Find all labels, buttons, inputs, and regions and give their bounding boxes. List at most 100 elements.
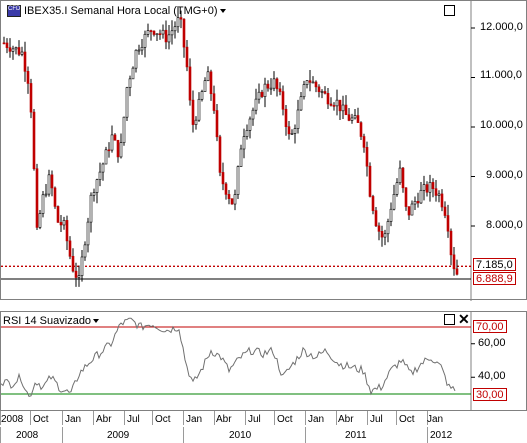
candle-body (8, 47, 12, 52)
candle-body (323, 91, 327, 94)
restore-button[interactable] (444, 5, 455, 16)
candle-body (350, 117, 354, 121)
candle-body (38, 213, 42, 228)
candle-body (185, 46, 189, 68)
close-icon[interactable]: ✕ (458, 311, 470, 327)
candle-body (122, 116, 126, 144)
candle-body (440, 193, 444, 208)
candle-body (245, 130, 249, 137)
candle-body (254, 98, 258, 111)
candle-body (425, 184, 429, 193)
candle-body (308, 80, 312, 83)
candle-body (272, 78, 276, 89)
candle-body (194, 119, 198, 125)
candle-body (155, 33, 159, 36)
rsi-title-bar[interactable]: RSI 14 Suavizado (3, 314, 100, 328)
candle-body (134, 49, 138, 69)
candle-body (74, 270, 78, 278)
chart-title-bar[interactable]: CFD IBEX35.I Semanal Hora Local (TMG+0) (7, 4, 226, 18)
year-label: 2009 (107, 430, 130, 441)
rsi-title[interactable]: RSI 14 Suavizado (3, 315, 92, 327)
candle-body (443, 206, 447, 216)
candle-body (290, 133, 294, 135)
candle-body (50, 174, 54, 189)
candle-body (314, 81, 318, 88)
candle-body (197, 98, 201, 121)
rsi-lower-tag: 30,00 (473, 388, 507, 401)
candle-body (368, 165, 372, 197)
cfd-icon: CFD (7, 5, 21, 17)
candle-body (401, 167, 405, 189)
candle-body (428, 182, 432, 193)
price-axis-label: 9.000,0 (486, 169, 523, 181)
candle-body (377, 225, 381, 232)
candle-body (416, 200, 420, 204)
candle-body (200, 91, 204, 100)
candle-body (371, 196, 375, 211)
candle-body (170, 30, 174, 36)
candle-body (137, 49, 141, 52)
candle-body (59, 222, 63, 226)
candle-body (434, 188, 438, 196)
candle-body (347, 114, 351, 121)
rsi-pane[interactable]: RSI 14 Suavizado ✕ 70,00 60,00 40,00 30,… (0, 311, 527, 412)
price-pane[interactable]: CFD IBEX35.I Semanal Hora Local (TMG+0) … (0, 0, 527, 301)
candle-body (260, 91, 264, 97)
candle-body (374, 210, 378, 227)
candle-body (302, 84, 306, 98)
chevron-down-icon[interactable] (93, 319, 100, 323)
month-label: Jul (370, 414, 383, 425)
chart-title[interactable]: IBEX35.I Semanal Hora Local (TMG+0) (24, 5, 218, 17)
candle-body (239, 148, 243, 167)
candle-body (224, 183, 228, 195)
candle-body (164, 29, 168, 43)
candle-body (188, 66, 192, 101)
candle-body (404, 187, 408, 207)
candle-body (242, 136, 246, 150)
time-axis: 2008 Oct Jan Abr Jul Oct Jan Abr Jul Oct… (0, 411, 527, 443)
candle-body (173, 26, 177, 32)
rsi-axis-label: 60,00 (478, 337, 506, 349)
candle-body (293, 128, 297, 134)
candle-body (2, 42, 6, 45)
candle-body (335, 99, 339, 107)
candle-body (389, 208, 393, 222)
month-label: Abr (96, 414, 112, 425)
candle-body (257, 91, 261, 100)
candle-body (29, 83, 33, 113)
candle-body (92, 192, 96, 196)
candle-body (359, 122, 363, 137)
candle-body (20, 51, 24, 55)
candle-body (236, 166, 240, 195)
candle-body (362, 136, 366, 148)
level-price-tag: 7.185,0 (473, 258, 516, 271)
candle-body (332, 105, 336, 107)
candle-body (83, 244, 87, 258)
candle-body (125, 87, 129, 118)
month-label: Jan (308, 414, 325, 425)
candle-body (278, 88, 282, 92)
candle-body (26, 71, 30, 84)
price-axis-label: 11.000,0 (480, 69, 523, 81)
candle-body (383, 233, 387, 238)
candle-body (77, 275, 81, 278)
candle-body (68, 240, 72, 257)
candle-body (320, 91, 324, 93)
month-label: Oct (277, 414, 293, 425)
candle-body (380, 231, 384, 238)
chevron-down-icon[interactable] (219, 9, 226, 13)
restore-button[interactable] (444, 314, 455, 325)
month-label: Jan (186, 414, 203, 425)
candle-body (452, 254, 456, 270)
candle-body (218, 136, 222, 173)
candle-body (398, 167, 402, 184)
candle-body (179, 17, 183, 20)
candle-body (281, 91, 285, 110)
candle-body (446, 215, 450, 232)
price-axis-label: 10.000,0 (480, 119, 523, 131)
candle-body (146, 30, 150, 35)
candle-body (413, 200, 417, 205)
candle-body (263, 83, 267, 97)
candle-body (317, 86, 321, 93)
candle-body (32, 111, 36, 170)
